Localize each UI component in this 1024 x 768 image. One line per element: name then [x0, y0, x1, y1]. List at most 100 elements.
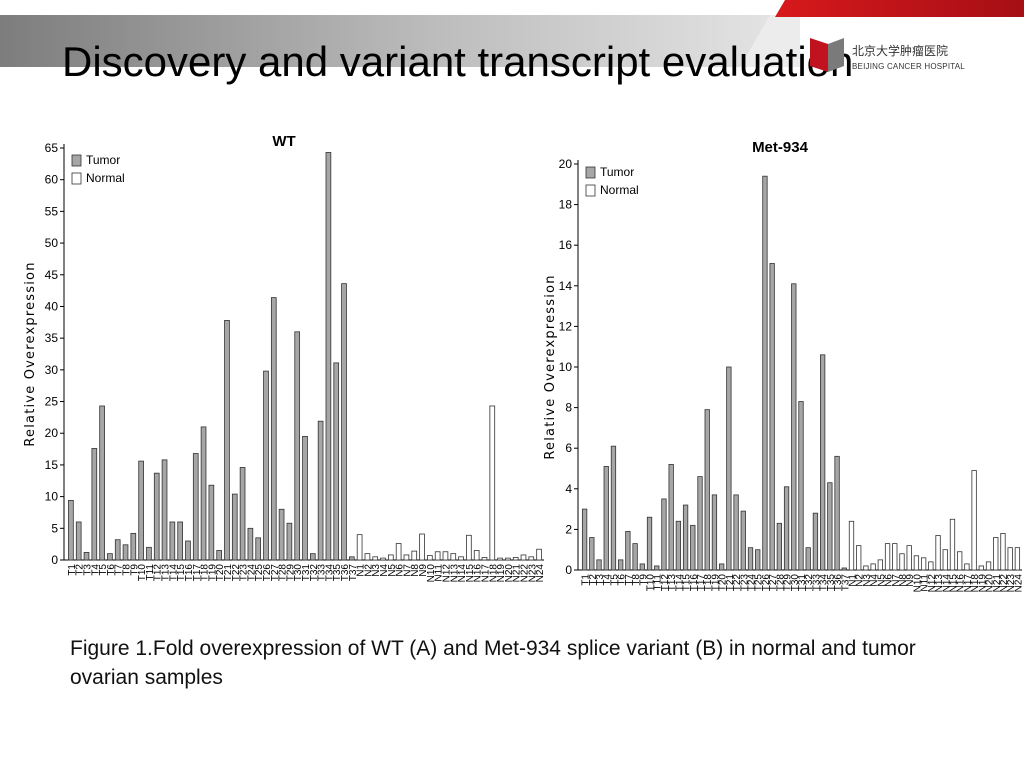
met934-bar-t7: [625, 531, 631, 571]
met934-x-tick-label: T26: [761, 574, 772, 592]
wt-legend-swatch-tumor: [71, 154, 82, 167]
wt-bar-t29: [286, 522, 293, 561]
wt-x-tick-label: T21: [223, 564, 234, 582]
wt-bar-t4: [91, 448, 98, 561]
met934-bar-n20: [985, 561, 992, 571]
wt-bar-n6: [395, 543, 402, 561]
met934-x-tick-label: N1: [847, 574, 858, 587]
wt-x-tick-label: N16: [473, 564, 484, 583]
wt-x-tick-label: T3: [83, 564, 94, 576]
met934-x-tick-label: N14: [941, 574, 952, 593]
hospital-logo-mark: [810, 38, 844, 72]
met934-x-tick-label: N13: [934, 574, 945, 593]
wt-x-tick-label: T10: [137, 564, 148, 582]
met934-legend-swatch-tumor: [585, 166, 596, 179]
met934-legend-swatch-normal: [585, 184, 596, 197]
met934-bar-t26: [762, 175, 768, 571]
met934-bar-t27: [769, 263, 775, 571]
met934-x-tick-label: N16: [956, 574, 967, 593]
met934-bar-n13: [935, 535, 941, 571]
wt-x-tick-label: N2: [363, 564, 374, 577]
wt-x-tick-label: N3: [371, 564, 382, 577]
met934-y-tick-label: 8: [565, 401, 572, 415]
wt-x-tick-label: T9: [129, 564, 140, 576]
met934-bar-t34: [820, 354, 826, 571]
wt-x-tick-label: T7: [114, 564, 125, 576]
wt-y-tick-label: 20: [45, 426, 59, 440]
wt-y-tick-label: 30: [45, 363, 59, 377]
met934-bar-n4: [870, 563, 876, 571]
met934-x-tick-label: T4: [602, 574, 613, 586]
wt-bar-t34: [325, 152, 332, 561]
met934-bar-t28: [776, 522, 782, 571]
met934-x-tick-label: N19: [977, 574, 988, 593]
met934-bar-n22: [1000, 533, 1006, 571]
met934-bar-n17: [964, 563, 970, 571]
wt-x-tick-label: T18: [200, 564, 211, 582]
wt-y-tick-label: 10: [45, 490, 59, 504]
met934-bar-t16: [690, 524, 696, 571]
header-band-gray: [0, 15, 800, 67]
wt-x-tick-label: N18: [488, 564, 499, 583]
wt-bar-t1: [68, 500, 74, 561]
wt-x-tick-label: T32: [309, 564, 320, 582]
met934-x-tick-label: N8: [898, 574, 909, 587]
wt-bar-t15: [177, 521, 183, 561]
met934-bar-n23: [1007, 547, 1013, 571]
wt-bar-t31: [302, 435, 308, 561]
met934-bar-t22: [733, 494, 739, 571]
wt-x-tick-label: T31: [301, 564, 312, 582]
wt-x-tick-label: T14: [168, 564, 179, 582]
met934-y-tick-label: 20: [559, 157, 573, 171]
wt-bar-n12: [442, 551, 449, 561]
met934-bar-t20: [719, 563, 725, 571]
wt-y-tick-label: 55: [45, 204, 59, 218]
wt-bar-n22: [520, 554, 527, 561]
met934-bar-t21: [726, 366, 732, 571]
met934-x-tick-label: T27: [768, 574, 779, 592]
wt-bar-n15: [466, 534, 472, 561]
met934-bar-n8: [899, 553, 905, 571]
met934-y-tick-label: 6: [565, 441, 572, 455]
met934-bar-n5: [877, 559, 883, 571]
wt-bar-t22: [231, 493, 238, 561]
met934-x-tick-label: T23: [739, 574, 750, 592]
wt-x-tick-label: T26: [262, 564, 273, 582]
wt-bar-t8: [122, 544, 129, 561]
wt-x-tick-label: N11: [434, 564, 445, 582]
wt-bar-t14: [169, 521, 176, 561]
met934-x-tick-label: T34: [819, 574, 830, 592]
wt-x-tick-label: N6: [395, 564, 406, 577]
wt-x-tick-label: T37: [348, 564, 359, 582]
wt-bar-t24: [247, 527, 254, 561]
met934-bar-n12: [928, 561, 934, 571]
met934-x-tick-label: T25: [754, 574, 765, 592]
met934-x-tick-label: T24: [747, 574, 758, 592]
met934-bar-t24: [747, 547, 754, 571]
met934-x-tick-label: N12: [927, 574, 938, 593]
met934-bar-n18: [971, 470, 977, 571]
wt-x-tick-label: T2: [75, 564, 86, 576]
wt-bar-n7: [403, 554, 410, 561]
met934-x-tick-label: T36: [833, 574, 844, 592]
chart-met-934: Met-934 Relative Overexpression 0 2 4 6 8 10 12 1…: [543, 139, 1024, 593]
wt-bar-n13: [450, 553, 457, 561]
wt-x-tick-label: T28: [278, 564, 289, 582]
met934-x-tick-label: T3: [595, 574, 606, 586]
wt-bar-n19: [497, 557, 503, 561]
wt-x-tick-label: N22: [519, 564, 530, 583]
met934-x-tick-label: N10: [912, 574, 923, 593]
met934-bar-n15: [949, 518, 956, 571]
wt-x-tick-label: T17: [192, 564, 203, 582]
wt-bar-n10: [427, 555, 433, 561]
header-band-light: [740, 15, 800, 67]
wt-x-tick-label: N24: [535, 564, 546, 583]
wt-y-tick-label: 40: [45, 299, 59, 313]
met934-x-tick-label: T7: [624, 574, 635, 586]
met934-x-tick-label: T35: [826, 574, 837, 592]
wt-x-tick-label: N14: [457, 564, 468, 583]
met934-bar-t31: [798, 401, 804, 571]
wt-bar-t27: [270, 297, 277, 561]
wt-bar-t5: [99, 405, 105, 561]
met934-x-tick-label: T1: [581, 574, 592, 586]
